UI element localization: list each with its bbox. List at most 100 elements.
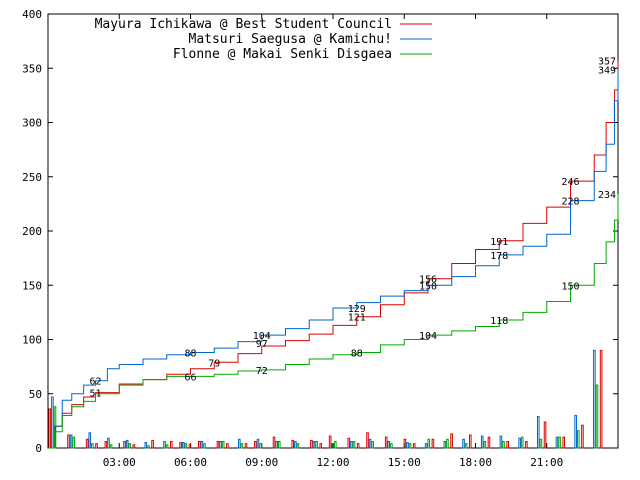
lines-layer: [48, 60, 619, 449]
data-point-label: 246: [561, 177, 579, 188]
histogram-bar: [237, 438, 241, 449]
histogram-bar: [431, 438, 435, 449]
histogram-bar: [203, 443, 206, 449]
histogram-bar: [593, 349, 596, 449]
histogram-bar: [387, 440, 391, 449]
histogram-bar: [347, 437, 351, 449]
y-tick-label: 50: [29, 388, 42, 401]
histogram-bar: [147, 445, 150, 449]
histogram-bar: [576, 430, 580, 449]
histogram-bar: [518, 437, 521, 449]
histogram-bar: [181, 442, 185, 449]
histogram-bar: [483, 440, 487, 449]
histogram-bar: [69, 434, 73, 449]
histogram-bar: [256, 438, 260, 449]
histogram-bar: [219, 440, 222, 449]
histogram-bar: [179, 442, 182, 449]
data-point-label: 129: [348, 304, 366, 315]
data-point-label: 191: [490, 237, 508, 248]
x-tick-label: 06:00: [174, 456, 207, 469]
histogram-bar: [198, 440, 201, 449]
histogram-bar: [331, 443, 335, 449]
x-tick-label: 18:00: [459, 456, 492, 469]
histogram-bar: [480, 435, 484, 449]
data-point-label: 357: [598, 57, 616, 68]
histogram-bar: [144, 442, 148, 449]
histogram-bar: [424, 443, 428, 449]
histogram-bar: [310, 439, 313, 449]
histogram-bar: [350, 440, 353, 449]
data-point-label: 118: [490, 316, 508, 327]
histogram-bar: [319, 443, 323, 449]
histogram-bar: [390, 443, 393, 449]
data-point-label: 234: [598, 190, 616, 201]
data-point-label: 104: [253, 331, 271, 342]
histogram-bar: [406, 442, 409, 449]
y-tick-label: 250: [22, 171, 42, 184]
data-point-label: 51: [89, 389, 101, 400]
histogram-bar: [67, 434, 70, 449]
histogram-bar: [151, 439, 154, 449]
histogram-bar: [200, 440, 204, 449]
histogram-bar: [88, 432, 92, 449]
histogram-bar: [539, 438, 543, 449]
data-point-label: 349: [598, 65, 616, 76]
x-tick-label: 21:00: [530, 456, 563, 469]
histogram-bar: [558, 436, 561, 449]
series-line: [48, 69, 619, 449]
legend-label: Mayura Ichikawa @ Best Student Council: [95, 17, 392, 32]
histogram-bar: [226, 443, 229, 449]
histogram-bar: [294, 440, 297, 449]
histogram-bar: [296, 443, 300, 449]
histogram-bar: [499, 435, 503, 449]
histogram-bar: [165, 444, 169, 449]
y-tick-label: 350: [22, 62, 42, 75]
y-tick-label: 400: [22, 8, 42, 21]
histogram-bar: [221, 440, 225, 449]
histogram-bar: [334, 440, 337, 449]
histogram-bar: [104, 440, 108, 449]
histogram-bar: [599, 349, 603, 449]
legend: Mayura Ichikawa @ Best Student CouncilMa…: [95, 17, 432, 62]
x-tick-label: 03:00: [103, 456, 136, 469]
histogram-bar: [536, 416, 540, 449]
data-point-label: 97: [256, 339, 268, 350]
data-point-label: 121: [348, 313, 366, 324]
histogram-bar: [352, 440, 356, 449]
histogram-bar: [574, 414, 577, 449]
x-tick-label: 12:00: [316, 456, 349, 469]
histogram-bar: [408, 443, 412, 449]
legend-label: Matsuri Saegusa @ Kamichu!: [189, 32, 393, 47]
histogram-bar: [368, 438, 372, 449]
histogram-bar: [384, 436, 388, 449]
histogram-bar: [450, 433, 453, 449]
histogram-bar: [95, 443, 98, 449]
data-point-label: 88: [351, 349, 363, 360]
histogram-bar: [462, 438, 465, 449]
plot-frame: [47, 13, 619, 449]
y-axis: 0 50 100 150 200 250 300 350 400: [22, 8, 618, 455]
histogram-bar: [48, 408, 52, 449]
y-tick-label: 300: [22, 117, 42, 130]
histogram-bar: [216, 440, 220, 449]
x-axis: 03:00 06:00 09:00 12:00 15:00 18:00 21:00: [103, 14, 563, 469]
histogram-bar: [109, 444, 113, 449]
series-line: [48, 194, 619, 449]
histogram-bar: [315, 440, 318, 449]
y-tick-label: 150: [22, 279, 42, 292]
x-tick-label: 09:00: [245, 456, 278, 469]
histogram-bar: [125, 439, 129, 449]
series-line: [48, 60, 619, 449]
histogram-bar: [581, 424, 584, 449]
data-point-label: 72: [256, 366, 268, 377]
histogram-bar: [123, 440, 126, 449]
histogram-bar: [525, 440, 528, 449]
histogram-bar: [184, 443, 188, 449]
histogram-bar: [85, 438, 89, 449]
histogram-bar: [520, 436, 524, 449]
histogram-bar: [275, 440, 278, 449]
histogram-bar: [443, 440, 447, 449]
histogram-bar: [356, 443, 360, 449]
histogram-bar: [427, 438, 431, 449]
